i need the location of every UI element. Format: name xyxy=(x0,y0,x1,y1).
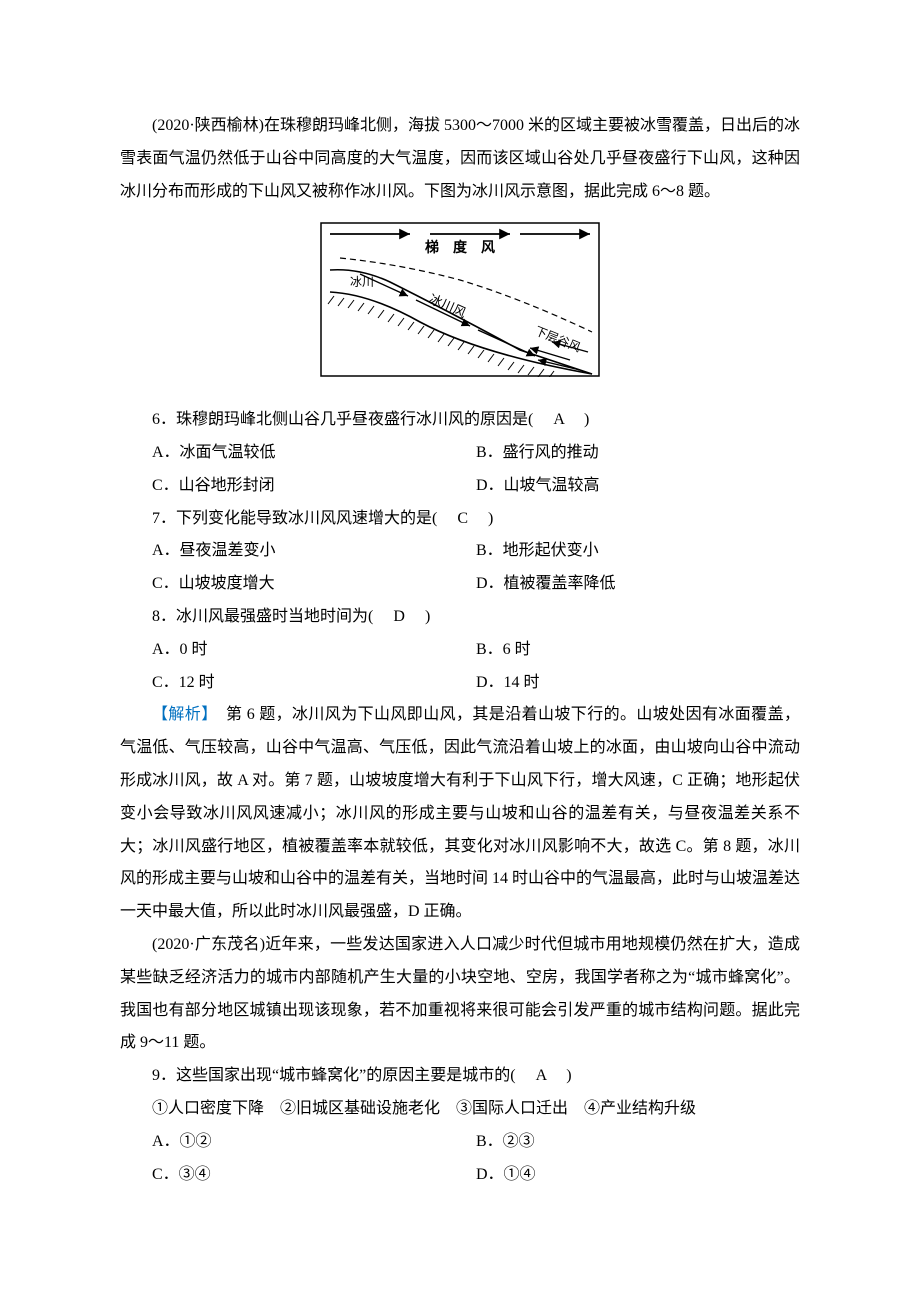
q7-opt-a: A．昼夜温差变小 xyxy=(152,535,476,568)
figure-label-top: 梯 度 风 xyxy=(425,239,495,256)
q6-opt-d: D．山坡气温较高 xyxy=(476,470,800,503)
q8-answer: D xyxy=(377,608,421,625)
q7-stem-suffix: ) xyxy=(488,510,493,527)
q7-opt-b: B．地形起伏变小 xyxy=(476,535,800,568)
q6-stem: 6．珠穆朗玛峰北侧山谷几乎昼夜盛行冰川风的原因是( A ) xyxy=(120,404,800,437)
q9-statements: ①人口密度下降 ②旧城区基础设施老化 ③国际人口迁出 ④产业结构升级 xyxy=(120,1093,800,1126)
q7-opts-row2: C．山坡坡度增大 D．植被覆盖率降低 xyxy=(120,568,800,601)
figure-label-bottom: 下层谷风 xyxy=(533,324,583,355)
q7-answer: C xyxy=(441,510,484,527)
q8-opt-c: C．12 时 xyxy=(152,667,476,700)
figure-label-glacier: 冰川 xyxy=(350,275,374,289)
q8-stem-prefix: 8．冰川风最强盛时当地时间为( xyxy=(152,608,373,625)
q7-opt-d: D．植被覆盖率降低 xyxy=(476,568,800,601)
q6-answer: A xyxy=(537,411,580,428)
q8-opt-d: D．14 时 xyxy=(476,667,800,700)
q7-answer-letter: C xyxy=(457,510,468,527)
figure-label-mid: 冰川风 xyxy=(427,291,469,321)
q9-answer: A xyxy=(520,1067,563,1084)
q8-stem-suffix: ) xyxy=(425,608,430,625)
analysis-para: 【解析】 第 6 题，冰川风为下山风即山风，其是沿着山坡下行的。山坡处因有冰面覆… xyxy=(120,699,800,929)
q8-opt-b: B．6 时 xyxy=(476,634,800,667)
passage2-intro: (2020·广东茂名)近年来，一些发达国家进入人口减少时代但城市用地规模仍然在扩… xyxy=(120,929,800,1060)
q6-opts-row2: C．山谷地形封闭 D．山坡气温较高 xyxy=(120,470,800,503)
q6-opt-a: A．冰面气温较低 xyxy=(152,437,476,470)
analysis-text: 第 6 题，冰川风为下山风即山风，其是沿着山坡下行的。山坡处因有冰面覆盖，气温低… xyxy=(120,706,800,920)
q6-opts-row1: A．冰面气温较低 B．盛行风的推动 xyxy=(120,437,800,470)
q8-opts-row2: C．12 时 D．14 时 xyxy=(120,667,800,700)
q9-stem-suffix: ) xyxy=(566,1067,571,1084)
q9-stem: 9．这些国家出现“城市蜂窝化”的原因主要是城市的( A ) xyxy=(120,1060,800,1093)
q9-opt-b: B．②③ xyxy=(476,1126,800,1159)
q6-stem-suffix: ) xyxy=(584,411,589,428)
q8-stem: 8．冰川风最强盛时当地时间为( D ) xyxy=(120,601,800,634)
q8-opt-a: A．0 时 xyxy=(152,634,476,667)
passage1-intro: (2020·陕西榆林)在珠穆朗玛峰北侧，海拔 5300～7000 米的区域主要被… xyxy=(120,110,800,208)
q6-opt-b: B．盛行风的推动 xyxy=(476,437,800,470)
q7-opts-row1: A．昼夜温差变小 B．地形起伏变小 xyxy=(120,535,800,568)
page: (2020·陕西榆林)在珠穆朗玛峰北侧，海拔 5300～7000 米的区域主要被… xyxy=(0,0,920,1302)
q9-opt-a: A．①② xyxy=(152,1126,476,1159)
q7-stem: 7．下列变化能导致冰川风风速增大的是( C ) xyxy=(120,503,800,536)
q9-opt-d: D．①④ xyxy=(476,1159,800,1192)
q9-opt-c: C．③④ xyxy=(152,1159,476,1192)
q8-answer-letter: D xyxy=(393,608,405,625)
q9-stem-prefix: 9．这些国家出现“城市蜂窝化”的原因主要是城市的( xyxy=(152,1067,516,1084)
q9-opts-row2: C．③④ D．①④ xyxy=(120,1159,800,1192)
q6-opt-c: C．山谷地形封闭 xyxy=(152,470,476,503)
q9-opts-row1: A．①② B．②③ xyxy=(120,1126,800,1159)
analysis-label: 【解析】 xyxy=(152,706,210,723)
q9-answer-letter: A xyxy=(536,1067,547,1084)
q6-answer-letter: A xyxy=(553,411,564,428)
q7-stem-prefix: 7．下列变化能导致冰川风风速增大的是( xyxy=(152,510,437,527)
glacier-wind-figure: 梯 度 风 xyxy=(120,222,800,390)
q7-opt-c: C．山坡坡度增大 xyxy=(152,568,476,601)
q6-stem-prefix: 6．珠穆朗玛峰北侧山谷几乎昼夜盛行冰川风的原因是( xyxy=(152,411,533,428)
glacier-wind-svg: 梯 度 风 xyxy=(320,222,600,377)
q8-opts-row1: A．0 时 B．6 时 xyxy=(120,634,800,667)
